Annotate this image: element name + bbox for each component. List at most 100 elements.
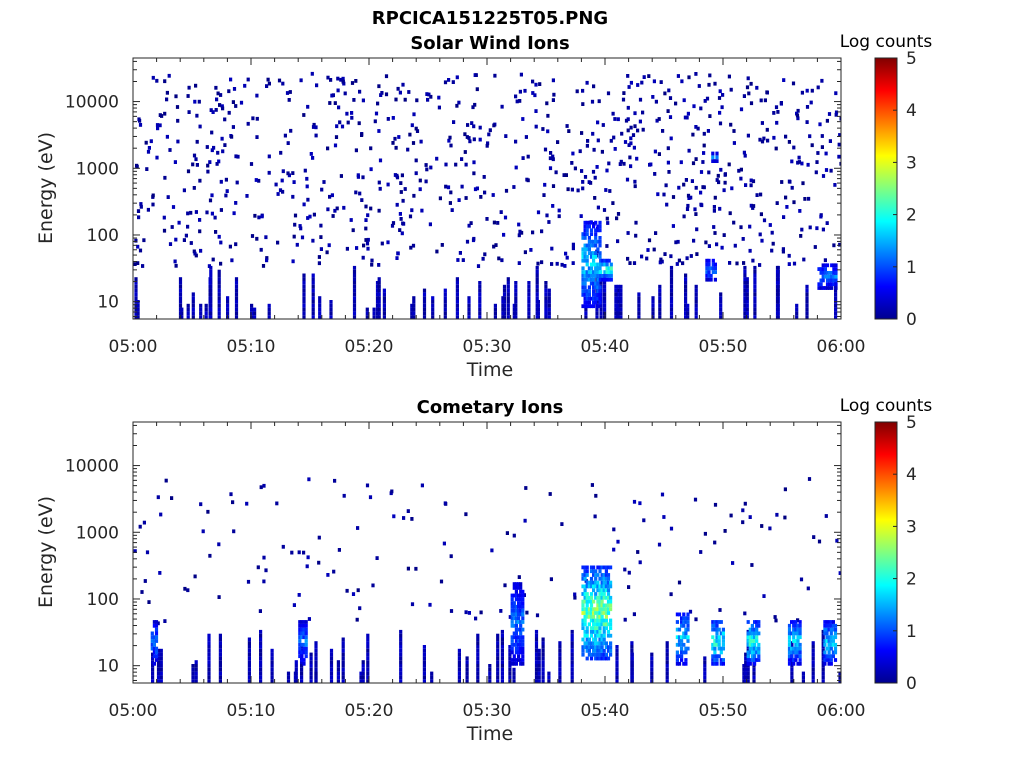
spectrogram-cell	[741, 237, 745, 241]
spectrogram-cell	[831, 639, 835, 643]
spectrogram-cell	[521, 597, 525, 602]
spectrogram-cell	[719, 300, 723, 304]
spectrogram-cell	[598, 649, 602, 653]
spectrogram-cell	[833, 658, 838, 662]
spectrogram-cell	[412, 303, 416, 308]
spectrogram-cell	[596, 304, 600, 309]
spectrogram-cell	[537, 679, 541, 683]
spectrogram-cell	[304, 639, 308, 643]
spectrogram-cell	[510, 646, 514, 651]
spectrogram-cell	[834, 267, 838, 271]
spectrogram-cell	[514, 597, 518, 602]
spectrogram-cell	[439, 579, 444, 584]
spectrogram-cell	[547, 679, 551, 683]
spectrogram-cell	[299, 226, 303, 231]
spectrogram-cell	[535, 296, 539, 300]
spectrogram-cell	[541, 656, 545, 661]
y-tick-label: 100	[87, 226, 119, 246]
spectrogram-cell	[677, 580, 682, 585]
spectrogram-cell	[517, 654, 521, 659]
spectrogram-cell	[798, 661, 802, 666]
spectrogram-cell	[364, 218, 368, 222]
spectrogram-cell	[510, 612, 514, 617]
spectrogram-cell	[217, 307, 221, 312]
spectrogram-cell	[251, 116, 255, 121]
spectrogram-cell	[193, 574, 197, 579]
spectrogram-cell	[796, 160, 800, 165]
spectrogram-cell	[630, 664, 634, 668]
spectrogram-cell	[605, 270, 609, 274]
spectrogram-cell	[419, 139, 423, 144]
spectrogram-cell	[217, 277, 221, 281]
spectrogram-cell	[518, 229, 522, 234]
spectrogram-cell	[614, 288, 618, 293]
spectrogram-cell	[443, 296, 447, 300]
spectrogram-cell	[637, 311, 641, 316]
spectrogram-cell	[534, 648, 539, 653]
spectrogram-cell	[603, 270, 607, 274]
spectrogram-cell	[700, 203, 704, 208]
spectrogram-cell	[796, 116, 800, 121]
spectrogram-cell	[371, 583, 375, 588]
spectrogram-cell	[178, 311, 183, 316]
spectrogram-cell	[594, 296, 598, 301]
spectrogram-cell	[311, 303, 315, 308]
spectrogram-cell	[585, 289, 589, 293]
spectrogram-cell	[589, 274, 594, 278]
spectrogram-cell	[589, 656, 594, 661]
spectrogram-cell	[619, 300, 623, 304]
spectrogram-cell	[375, 284, 380, 289]
spectrogram-cell	[833, 623, 838, 628]
spectrogram-cell	[746, 642, 750, 647]
spectrogram-cell	[794, 627, 798, 632]
spectrogram-cell	[298, 623, 302, 628]
spectrogram-cell	[302, 646, 306, 651]
spectrogram-cell	[217, 303, 221, 308]
spectrogram-cell	[515, 99, 519, 104]
spectrogram-cell	[758, 232, 762, 237]
spectrogram-cell	[615, 216, 619, 221]
spectrogram-cell	[589, 277, 594, 282]
spectrogram-cell	[622, 161, 626, 166]
spectrogram-cell	[630, 679, 634, 683]
spectrogram-cell	[333, 143, 338, 148]
spectrogram-cell	[713, 266, 717, 271]
spectrogram-cell	[751, 258, 755, 263]
spectrogram-cell	[682, 623, 686, 628]
spectrogram-cell	[651, 307, 655, 312]
spectrogram-cell	[508, 664, 512, 668]
spectrogram-cell	[514, 139, 518, 144]
spectrogram-cell	[712, 205, 716, 209]
spectrogram-cell	[805, 120, 809, 124]
spectrogram-cell	[488, 667, 492, 672]
spectrogram-cell	[691, 161, 696, 166]
spectrogram-cell	[302, 284, 306, 289]
spectrogram-cell	[457, 100, 461, 105]
spectrogram-cell	[504, 134, 508, 138]
spectrogram-cell	[281, 81, 285, 86]
spectrogram-cell	[217, 300, 221, 304]
spectrogram-cell	[581, 565, 585, 570]
spectrogram-cell	[592, 599, 596, 604]
spectrogram-cell	[589, 607, 594, 612]
spectrogram-cell	[727, 74, 731, 79]
spectrogram-cell	[711, 642, 715, 647]
spectrogram-cell	[554, 170, 558, 175]
spectrogram-cell	[838, 671, 841, 676]
spectrogram-cell	[721, 658, 725, 662]
spectrogram-cell	[745, 277, 749, 281]
spectrogram-cell	[519, 582, 523, 586]
spectrogram-cell	[811, 671, 815, 676]
spectrogram-cell	[684, 292, 688, 297]
spectrogram-cell	[546, 129, 550, 134]
spectrogram-cell	[596, 599, 600, 604]
spectrogram-cell	[596, 274, 600, 278]
spectrogram-cell	[496, 675, 500, 680]
spectrogram-cell	[649, 162, 653, 167]
spectrogram-cell	[762, 136, 766, 141]
spectrogram-cell	[770, 248, 774, 253]
spectrogram-cell	[585, 645, 589, 649]
spectrogram-cell	[326, 75, 330, 80]
spectrogram-cell	[774, 105, 779, 110]
spectrogram-cell	[534, 667, 539, 672]
